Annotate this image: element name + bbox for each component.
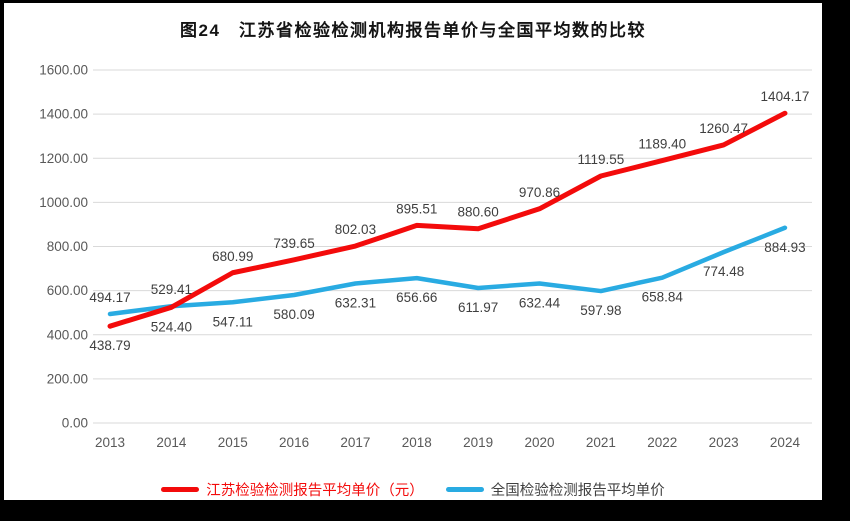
legend-item: 全国检验检测报告平均单价 bbox=[445, 479, 665, 500]
data-label: 656.66 bbox=[396, 290, 437, 305]
legend-label: 全国检验检测报告平均单价 bbox=[490, 483, 665, 499]
data-label: 884.93 bbox=[764, 240, 805, 255]
data-label: 580.09 bbox=[273, 307, 314, 322]
data-label: 774.48 bbox=[703, 264, 744, 279]
x-axis-tick-label: 2013 bbox=[95, 435, 125, 450]
data-label: 529.41 bbox=[151, 282, 192, 297]
y-axis-tick-label: 800.00 bbox=[47, 239, 88, 254]
x-axis-tick-label: 2017 bbox=[340, 435, 370, 450]
data-label: 1189.40 bbox=[638, 137, 686, 152]
data-label: 611.97 bbox=[458, 300, 498, 315]
x-axis-tick-label: 2019 bbox=[463, 435, 493, 450]
x-axis-tick-label: 2021 bbox=[586, 435, 616, 450]
legend-item: 江苏检验检测报告平均单价（元） bbox=[161, 479, 424, 500]
x-axis-tick-label: 2023 bbox=[709, 435, 739, 450]
data-label: 1404.17 bbox=[761, 89, 810, 104]
data-label: 680.99 bbox=[212, 249, 253, 264]
data-label: 597.98 bbox=[580, 303, 621, 318]
y-axis-tick-label: 1600.00 bbox=[39, 63, 88, 78]
data-label: 494.17 bbox=[89, 290, 130, 305]
line-chart-canvas: 0.00 200.00 400.00 600.00 800.00 1000.00 1200.… bbox=[39, 63, 812, 450]
data-label: 802.03 bbox=[335, 222, 376, 237]
y-axis-tick-label: 1400.00 bbox=[39, 107, 88, 122]
chart-panel: 图24 江苏省检验检测机构报告单价与全国平均数的比较 0.00 200.00 400… bbox=[4, 3, 822, 500]
x-axis-tick-label: 2020 bbox=[524, 435, 554, 450]
y-axis-tick-label: 600.00 bbox=[47, 283, 88, 298]
data-label: 880.60 bbox=[458, 205, 499, 220]
chart-legend: 江苏检验检测报告平均单价（元） 全国检验检测报告平均单价 bbox=[4, 479, 822, 500]
x-axis-tick-label: 2014 bbox=[156, 435, 187, 450]
data-label: 632.31 bbox=[335, 295, 376, 310]
data-label: 1260.47 bbox=[699, 121, 748, 136]
data-label: 739.65 bbox=[273, 236, 314, 251]
data-label: 1119.55 bbox=[577, 152, 624, 167]
legend-line-marker bbox=[161, 487, 200, 492]
data-label: 438.79 bbox=[89, 338, 130, 353]
x-axis-tick-label: 2016 bbox=[279, 435, 309, 450]
y-axis-tick-label: 1200.00 bbox=[39, 151, 88, 166]
x-axis-tick-label: 2015 bbox=[218, 435, 248, 450]
legend-label: 江苏检验检测报告平均单价（元） bbox=[206, 483, 424, 499]
data-label: 632.44 bbox=[519, 295, 561, 310]
data-label: 970.86 bbox=[519, 185, 560, 200]
data-label: 524.40 bbox=[151, 319, 192, 334]
data-label: 658.84 bbox=[642, 290, 684, 305]
data-label: 547.11 bbox=[213, 314, 253, 329]
y-axis-tick-label: 400.00 bbox=[47, 327, 88, 342]
x-axis-tick-label: 2018 bbox=[402, 435, 432, 450]
chart-title: 图24 江苏省检验检测机构报告单价与全国平均数的比较 bbox=[180, 21, 646, 40]
x-axis-tick-label: 2022 bbox=[647, 435, 677, 450]
data-label: 895.51 bbox=[396, 201, 437, 216]
y-axis-tick-label: 1000.00 bbox=[39, 195, 88, 210]
y-axis-tick-label: 200.00 bbox=[47, 371, 88, 386]
series-line-national bbox=[107, 225, 788, 317]
series-line-jiangsu bbox=[107, 110, 788, 329]
legend-line-marker bbox=[445, 487, 484, 492]
x-axis-tick-label: 2024 bbox=[770, 435, 801, 450]
y-axis-tick-label: 0.00 bbox=[62, 416, 88, 431]
